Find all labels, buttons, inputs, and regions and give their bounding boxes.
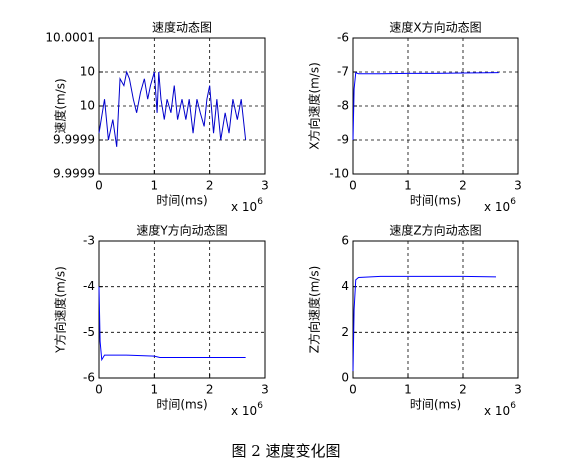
y-tick-label: 6 [341, 234, 349, 248]
y-axis-label: Y方向速度(m/s) [53, 266, 68, 354]
y-tick-label: 2 [341, 325, 349, 339]
y-axis-label: 速度(m/s) [53, 78, 68, 133]
x-multiplier: x 106 [484, 197, 516, 214]
y-axis-label: Z方向速度(m/s) [307, 266, 322, 354]
x-multiplier-base: x 10 [231, 200, 257, 214]
y-axis-label: X方向速度(m/s) [307, 62, 322, 150]
x-multiplier: x 106 [231, 401, 263, 418]
axes-box [352, 240, 519, 379]
caption: 图 2 速度变化图 [231, 442, 340, 460]
x-multiplier-exponent: 6 [257, 197, 263, 207]
axes-title: 速度X方向动态图 [389, 20, 481, 35]
x-tick-label: 0 [349, 383, 357, 397]
data-line [352, 275, 497, 372]
axes-title: 速度动态图 [152, 20, 212, 35]
y-tick-label: 9.9999 [53, 133, 95, 147]
y-tick-label: 4 [341, 279, 349, 293]
axes-title: 速度Y方向动态图 [136, 223, 227, 238]
data-line [98, 70, 247, 147]
axes-background [353, 38, 518, 174]
axes-box [352, 37, 519, 175]
x-multiplier: x 106 [484, 401, 516, 418]
x-multiplier-base: x 10 [484, 200, 510, 214]
x-multiplier-exponent: 6 [257, 401, 263, 411]
x-tick-label: 0 [95, 179, 103, 193]
x-axis-label: 时间(ms) [410, 194, 461, 208]
y-tick-label: -5 [83, 325, 95, 339]
axes-background [353, 241, 518, 378]
x-axis-label: 时间(ms) [156, 398, 207, 412]
y-tick-label: -3 [83, 234, 95, 248]
x-multiplier-exponent: 6 [510, 401, 516, 411]
y-tick-label: -9 [337, 133, 349, 147]
x-tick-label: 0 [349, 179, 357, 193]
x-tick-label: 1 [151, 179, 159, 193]
y-tick-label: 10.0001 [45, 31, 95, 45]
y-tick-label: -6 [83, 371, 95, 385]
x-tick-label: 2 [459, 179, 467, 193]
data-line [352, 71, 499, 141]
y-tick-label: -7 [337, 65, 349, 79]
y-tick-label: -6 [337, 31, 349, 45]
y-tick-label: 0 [341, 371, 349, 385]
x-tick-label: 3 [261, 383, 269, 397]
data-line [98, 286, 246, 362]
x-multiplier-base: x 10 [231, 404, 257, 418]
y-tick-label: 9.9999 [53, 167, 95, 181]
y-tick-label: 10 [80, 65, 95, 79]
x-tick-label: 1 [404, 179, 412, 193]
x-tick-label: 2 [206, 179, 214, 193]
x-multiplier-base: x 10 [484, 404, 510, 418]
y-tick-label: -4 [83, 279, 95, 293]
x-tick-label: 0 [95, 383, 103, 397]
x-axis-label: 时间(ms) [156, 194, 207, 208]
y-tick-label: 10 [80, 99, 95, 113]
x-tick-label: 3 [514, 383, 522, 397]
x-tick-label: 2 [459, 383, 467, 397]
x-axis-label: 时间(ms) [410, 398, 461, 412]
axes-box [98, 37, 266, 175]
x-tick-label: 1 [151, 383, 159, 397]
y-tick-label: -10 [329, 167, 349, 181]
x-tick-label: 3 [261, 179, 269, 193]
x-tick-label: 1 [404, 383, 412, 397]
x-tick-label: 3 [514, 179, 522, 193]
y-tick-label: -8 [337, 99, 349, 113]
x-tick-label: 2 [206, 383, 214, 397]
axes-title: 速度Z方向动态图 [389, 223, 481, 238]
x-multiplier: x 106 [231, 197, 263, 214]
x-multiplier-exponent: 6 [510, 197, 516, 207]
